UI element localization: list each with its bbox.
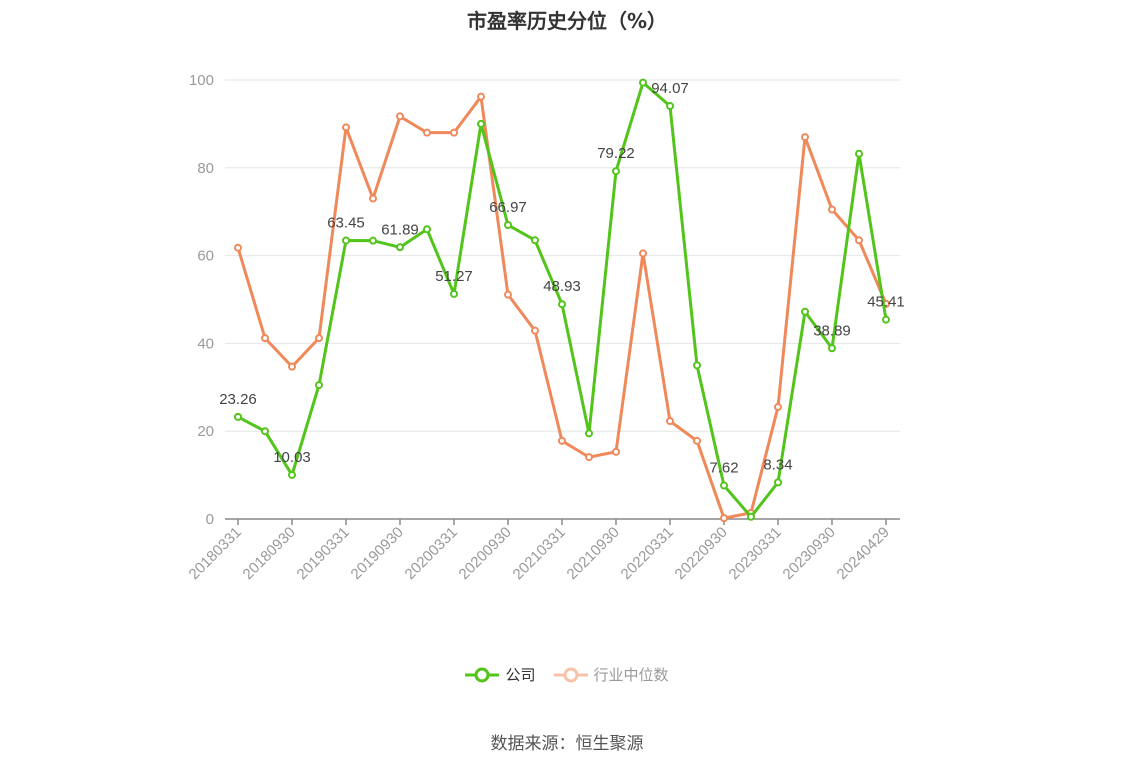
data-point-s0-24[interactable]	[882, 315, 890, 324]
y-tick-label-5: 100	[189, 72, 214, 89]
legend-label-company: 公司	[505, 666, 536, 684]
y-tick-label-2: 40	[197, 335, 214, 352]
chart-plot-area: 0 20 40 60 80 100 2018033120180930201903312019…	[186, 72, 905, 583]
data-point-s0-2[interactable]	[288, 470, 296, 479]
data-label-18: 7.62	[709, 460, 738, 477]
data-point-s0-9[interactable]	[477, 119, 485, 128]
data-label-12: 48.93	[543, 278, 581, 295]
legend-company-marker-icon	[465, 667, 500, 682]
data-point-s1-8[interactable]	[450, 128, 458, 137]
data-point-s0-1[interactable]	[261, 427, 269, 436]
data-point-s1-18[interactable]	[720, 514, 728, 523]
x-tick-label-7: 20210930	[564, 524, 623, 583]
data-point-s0-3[interactable]	[315, 381, 323, 390]
data-label-4: 63.45	[327, 214, 365, 231]
data-point-s0-10[interactable]	[504, 221, 512, 230]
y-tick-label-4: 80	[197, 160, 214, 177]
data-point-s0-12[interactable]	[558, 300, 566, 309]
data-point-s0-4[interactable]	[342, 236, 350, 245]
data-point-s1-2[interactable]	[288, 362, 296, 371]
x-tick-label-9: 20220930	[672, 524, 731, 583]
data-point-s1-3[interactable]	[315, 334, 323, 343]
chart-title: 市盈率历史分位（%）	[466, 9, 668, 33]
legend-label-industry-median: 行业中位数	[593, 666, 669, 684]
data-source-note: 数据来源：恒生聚源	[490, 734, 644, 754]
data-point-s1-0[interactable]	[234, 243, 242, 252]
x-tick-label-5: 20200930	[456, 524, 515, 583]
data-point-s0-0[interactable]	[234, 412, 242, 421]
data-point-s0-20[interactable]	[774, 478, 782, 487]
data-point-s0-17[interactable]	[693, 361, 701, 370]
data-point-s1-21[interactable]	[801, 133, 809, 142]
data-point-s1-11[interactable]	[531, 326, 539, 335]
data-label-2: 10.03	[273, 449, 311, 466]
data-point-s0-15[interactable]	[639, 78, 647, 87]
legend-industry-marker-icon	[553, 667, 588, 682]
data-point-s1-17[interactable]	[693, 436, 701, 445]
data-point-s1-9[interactable]	[477, 92, 485, 101]
x-tick-label-4: 20200331	[402, 524, 461, 583]
data-point-s0-13[interactable]	[585, 429, 593, 438]
data-point-s0-18[interactable]	[720, 481, 728, 490]
data-point-s0-6[interactable]	[396, 243, 404, 252]
y-tick-label-3: 60	[197, 248, 214, 265]
x-tick-label-6: 20210331	[510, 524, 569, 583]
data-point-s0-21[interactable]	[801, 307, 809, 316]
data-label-8: 51.27	[435, 268, 473, 285]
data-point-s1-5[interactable]	[369, 194, 377, 203]
x-tick-label-1: 20180930	[240, 524, 299, 583]
data-point-s1-1[interactable]	[261, 334, 269, 343]
data-point-s1-20[interactable]	[774, 403, 782, 412]
data-point-s1-4[interactable]	[342, 123, 350, 132]
data-label-22: 38.89	[813, 322, 851, 339]
legend-item-company[interactable]: 公司	[465, 664, 536, 685]
x-tick-label-3: 20190930	[348, 524, 407, 583]
data-point-s1-13[interactable]	[585, 453, 593, 462]
data-label-14: 79.22	[597, 145, 635, 162]
legend-item-industry-median[interactable]: 行业中位数	[553, 664, 669, 685]
data-label-10: 66.97	[489, 199, 527, 216]
data-label-24: 45.41	[867, 294, 905, 311]
data-point-s0-11[interactable]	[531, 236, 539, 245]
data-point-s1-14[interactable]	[612, 447, 620, 456]
y-tick-label-1: 20	[197, 423, 214, 440]
data-point-s0-22[interactable]	[828, 344, 836, 353]
data-point-s0-5[interactable]	[369, 236, 377, 245]
data-point-s0-23[interactable]	[855, 149, 863, 158]
data-label-20: 8.34	[763, 456, 792, 473]
x-tick-label-12: 20240429	[834, 524, 893, 583]
x-tick-label-0: 20180331	[186, 524, 245, 583]
data-point-s1-15[interactable]	[639, 249, 647, 258]
data-point-s1-7[interactable]	[423, 128, 431, 137]
x-tick-label-8: 20220331	[618, 524, 677, 583]
data-point-s0-16[interactable]	[666, 102, 674, 111]
data-point-s1-22[interactable]	[828, 205, 836, 214]
data-point-s0-14[interactable]	[612, 167, 620, 176]
data-label-16: 94.07	[651, 80, 689, 97]
x-tick-label-11: 20230930	[780, 524, 839, 583]
data-label-6: 61.89	[381, 221, 419, 238]
x-tick-label-2: 20190331	[294, 524, 353, 583]
data-point-s1-12[interactable]	[558, 436, 566, 445]
chart-legend: 公司 行业中位数	[0, 664, 1134, 685]
x-tick-label-10: 20230331	[726, 524, 785, 583]
data-label-0: 23.26	[219, 391, 257, 408]
y-tick-label-0: 0	[206, 511, 214, 528]
data-point-s1-10[interactable]	[504, 290, 512, 299]
data-point-s1-16[interactable]	[666, 417, 674, 426]
data-point-s0-7[interactable]	[423, 225, 431, 234]
data-point-s0-19[interactable]	[747, 512, 755, 521]
data-point-s1-6[interactable]	[396, 112, 404, 121]
data-point-s1-23[interactable]	[855, 236, 863, 245]
data-point-s0-8[interactable]	[450, 289, 458, 298]
